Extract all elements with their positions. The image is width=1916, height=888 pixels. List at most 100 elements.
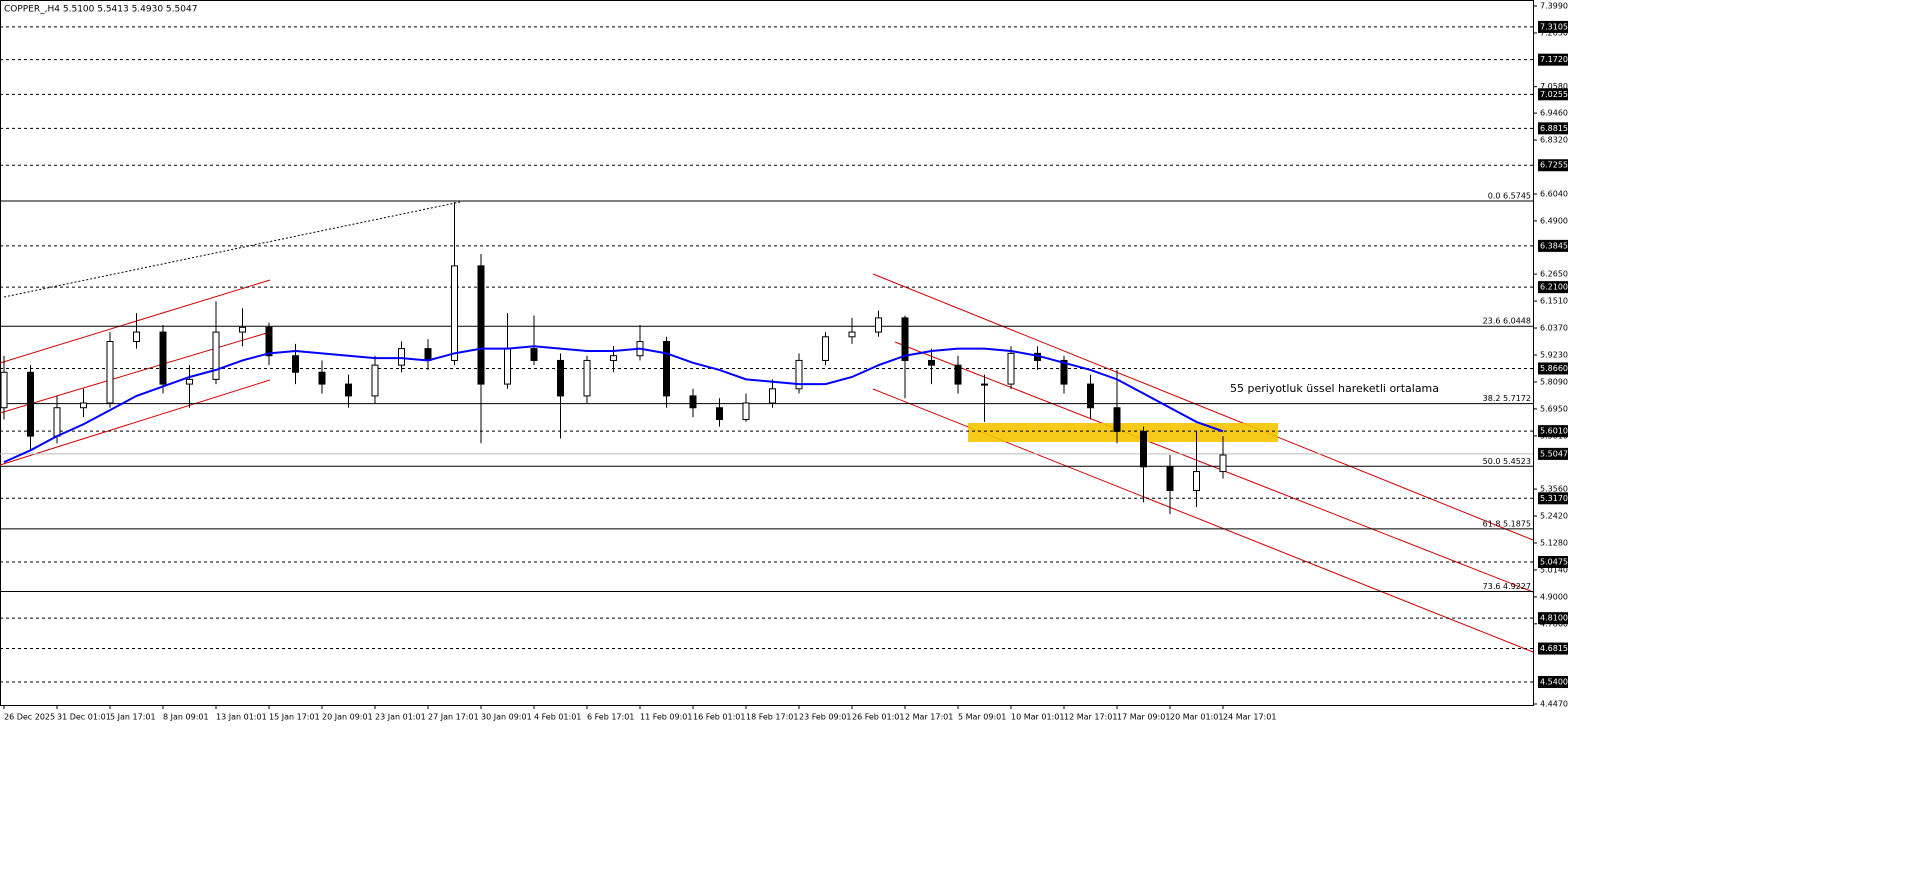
y-tick-label: 5.1280	[1540, 538, 1568, 547]
fib-label: 61.8 5.1875	[1483, 519, 1531, 528]
plot-frame	[0, 0, 1534, 706]
y-tick-label: 6.2650	[1540, 270, 1568, 279]
level-label: 5.3170	[1540, 494, 1568, 503]
chart-title: COPPER_,H4 5.5100 5.5413 5.4930 5.5047	[4, 5, 197, 15]
candle-body	[1113, 407, 1121, 432]
level-label: 4.5400	[1540, 678, 1568, 687]
channel-line	[894, 341, 1534, 593]
y-tick-label: 6.4900	[1540, 216, 1568, 225]
candle-body	[928, 359, 935, 366]
y-tick-label: 6.0370	[1540, 324, 1568, 333]
x-tick-label: 15 Jan 17:01	[269, 713, 320, 722]
x-tick-label: 13 Jan 01:01	[216, 713, 267, 722]
candle-body	[557, 359, 564, 397]
level-label: 6.8815	[1540, 124, 1568, 133]
candle-body	[80, 402, 87, 409]
candle-body	[477, 265, 485, 385]
x-tick-label: 5 Mar 09:01	[958, 713, 1006, 722]
channel-line	[872, 273, 1534, 541]
current-price-box	[1538, 447, 1568, 460]
candle-body	[265, 326, 273, 357]
candle-body	[1007, 352, 1015, 385]
candle-body	[133, 331, 140, 343]
level-label: 6.2100	[1540, 283, 1568, 292]
level-box	[1538, 122, 1568, 135]
candle-body	[239, 326, 246, 333]
candle-body	[822, 336, 829, 361]
candle-body	[610, 355, 617, 361]
y-tick-label: 6.6040	[1540, 189, 1568, 198]
level-box	[1538, 88, 1568, 101]
level-label: 5.8660	[1540, 364, 1568, 373]
candle-body	[27, 371, 34, 437]
candle-body	[689, 395, 697, 409]
level-box	[1538, 281, 1568, 294]
level-box	[1538, 53, 1568, 66]
candle-body	[1193, 471, 1200, 491]
x-tick-label: 17 Mar 09:01	[1117, 713, 1170, 722]
level-label: 7.0255	[1540, 90, 1568, 99]
x-tick-label: 16 Feb 01:01	[693, 713, 745, 722]
ema-line	[3, 345, 1224, 464]
candle-body	[504, 348, 511, 385]
fib-label: 38.2 5.7172	[1483, 394, 1531, 403]
candle-body	[292, 355, 299, 373]
level-label: 4.6815	[1540, 644, 1568, 653]
channel-line	[0, 331, 271, 414]
y-tick-label: 5.0140	[1540, 565, 1568, 574]
level-label: 5.0475	[1540, 558, 1568, 567]
level-label: 7.1720	[1540, 55, 1568, 64]
x-tick-label: 20 Jan 09:01	[322, 713, 373, 722]
candle-body	[954, 364, 962, 385]
x-tick-label: 10 Mar 01:01	[1011, 713, 1064, 722]
x-tick-label: 26 Feb 01:01	[852, 713, 904, 722]
candle-body	[0, 371, 8, 409]
candle-body	[875, 317, 882, 333]
y-tick-label: 5.2420	[1540, 512, 1568, 521]
level-box	[1538, 612, 1568, 625]
candle-body	[1140, 430, 1147, 468]
x-tick-label: 20 Mar 01:01	[1170, 713, 1223, 722]
x-tick-label: 6 Feb 17:01	[587, 713, 634, 722]
candle-body	[371, 364, 379, 397]
candle-body	[212, 331, 220, 380]
candle-body	[398, 348, 405, 366]
y-tick-label: 6.9460	[1540, 109, 1568, 118]
candle-body	[345, 383, 352, 397]
level-box	[1538, 159, 1568, 172]
candle-body	[981, 383, 988, 386]
level-label: 5.6010	[1540, 427, 1568, 436]
candle-body	[1219, 454, 1227, 473]
x-tick-label: 11 Feb 09:01	[640, 713, 692, 722]
y-tick-label: 4.4470	[1540, 700, 1568, 709]
candle-body	[451, 265, 458, 361]
x-tick-label: 31 Dec 01:01	[57, 713, 111, 722]
level-label: 4.8100	[1540, 614, 1568, 623]
y-tick-label: 7.2850	[1540, 28, 1568, 37]
candle-body	[1166, 466, 1174, 491]
y-tick-label: 4.9000	[1540, 592, 1568, 601]
x-tick-label: 12 Mar 17:01	[1064, 713, 1117, 722]
fib-label: 50.0 5.4523	[1483, 457, 1531, 466]
fib-label: 23.6 6.0448	[1483, 317, 1531, 326]
fib-label: 73.6 4.9227	[1483, 582, 1531, 591]
x-tick-label: 4 Feb 01:01	[534, 713, 581, 722]
level-label: 6.3845	[1540, 241, 1568, 250]
x-tick-label: 27 Jan 17:01	[428, 713, 479, 722]
candle-body	[769, 388, 776, 404]
x-tick-label: 5 Jan 17:01	[110, 713, 156, 722]
channel-line	[0, 279, 271, 364]
level-box	[1538, 676, 1568, 689]
candle-body	[530, 348, 538, 361]
candle-body	[742, 402, 750, 421]
level-label: 7.3105	[1540, 22, 1568, 31]
annotation: 55 periyotluk üssel hareketli ortalama	[1230, 382, 1439, 395]
candle-body	[901, 317, 909, 361]
level-label: 6.7255	[1540, 161, 1568, 170]
candle-body	[424, 348, 432, 361]
candle-body	[663, 341, 670, 397]
channel-line	[0, 379, 271, 466]
candle-body	[53, 407, 61, 437]
candle-body	[1060, 359, 1068, 385]
y-tick-label: 5.8090	[1540, 377, 1568, 386]
